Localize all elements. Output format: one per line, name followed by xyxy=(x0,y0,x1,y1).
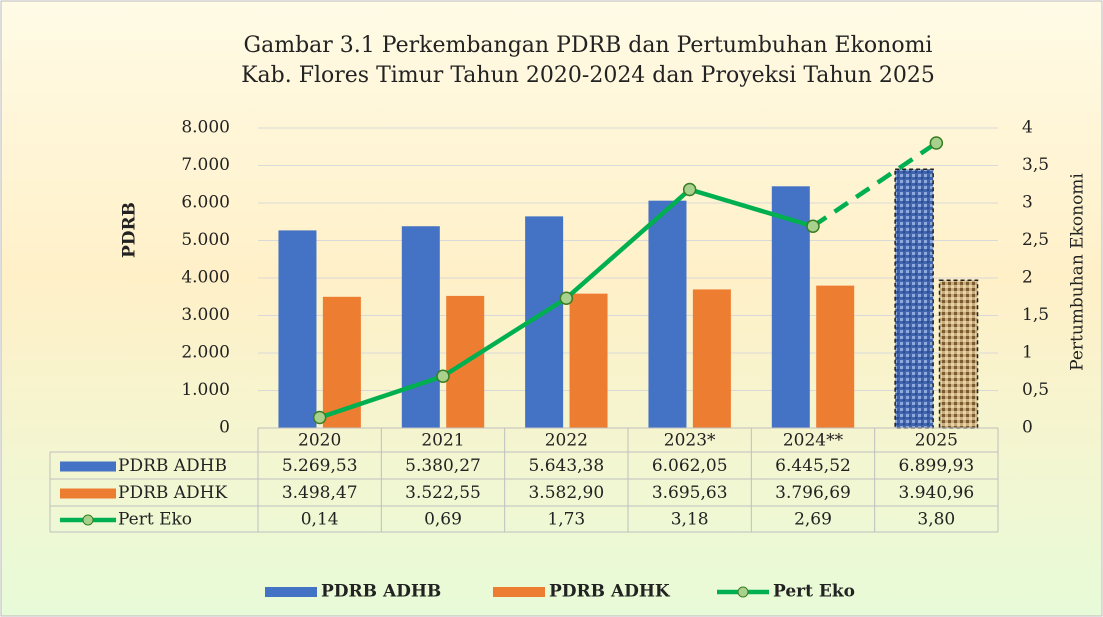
x-tick-label: 2025 xyxy=(915,431,958,451)
legend-key xyxy=(737,586,749,598)
y-tick-label: 6.000 xyxy=(181,193,230,213)
legend-key xyxy=(265,587,317,597)
bar xyxy=(278,230,317,428)
bar xyxy=(938,279,979,429)
y2-tick-label: 4 xyxy=(1022,118,1033,138)
table-row-label: PDRB ADHB xyxy=(118,456,227,476)
table-cell: 6.445,52 xyxy=(775,456,851,476)
bar xyxy=(771,186,810,428)
table-cell: 0,14 xyxy=(301,510,339,530)
y-tick-label: 0 xyxy=(219,418,230,438)
y2-tick-label: 1 xyxy=(1022,343,1033,363)
y2-tick-label: 1,5 xyxy=(1022,305,1049,325)
table-cell: 6.899,93 xyxy=(898,456,974,476)
legend-key xyxy=(493,587,545,597)
table-cell: 3.695,63 xyxy=(652,483,728,503)
y2-tick-label: 3,5 xyxy=(1022,155,1049,175)
line-marker xyxy=(806,219,820,233)
y-tick-label: 2.000 xyxy=(181,343,230,363)
legend-key xyxy=(82,514,94,526)
line-marker xyxy=(312,410,327,425)
legend-label: Pert Eko xyxy=(773,582,855,602)
chart-title: Kab. Flores Timur Tahun 2020-2024 dan Pr… xyxy=(241,63,935,88)
x-tick-label: 2021 xyxy=(421,431,464,451)
y-axis-label: PDRB xyxy=(120,202,140,258)
table-cell: 0,69 xyxy=(424,510,462,530)
legend-label: PDRB ADHB xyxy=(321,582,441,602)
line-marker xyxy=(929,136,944,150)
y-tick-label: 4.000 xyxy=(181,268,230,288)
x-tick-label: 2024** xyxy=(783,431,844,451)
line-marker xyxy=(682,182,697,197)
bar xyxy=(816,285,855,428)
table-cell: 2,69 xyxy=(794,510,832,530)
y2-tick-label: 2,5 xyxy=(1022,230,1049,250)
chart-title: Gambar 3.1 Perkembangan PDRB dan Pertumb… xyxy=(244,33,933,58)
table-cell: 1,73 xyxy=(547,510,585,530)
y2-tick-label: 0,5 xyxy=(1022,380,1049,400)
table-cell: 3.796,69 xyxy=(775,483,851,503)
table-cell: 5.380,27 xyxy=(405,456,481,476)
x-tick-label: 2023* xyxy=(664,431,716,451)
x-tick-label: 2022 xyxy=(545,431,588,451)
legend-key xyxy=(60,461,116,472)
y-tick-label: 5.000 xyxy=(181,230,230,250)
y-tick-label: 7.000 xyxy=(181,155,230,175)
table-cell: 3,18 xyxy=(671,510,709,530)
table-cell: 5.643,38 xyxy=(528,456,604,476)
bar xyxy=(569,293,608,428)
y2-axis-label: Pertumbuhan Ekonomi xyxy=(1068,173,1088,371)
bar xyxy=(692,289,731,428)
y2-tick-label: 0 xyxy=(1022,418,1033,438)
table-cell: 3.582,90 xyxy=(528,483,604,503)
bar xyxy=(401,226,440,428)
table-cell: 6.062,05 xyxy=(652,456,728,476)
table-cell: 5.269,53 xyxy=(282,456,358,476)
table-cell: 3.498,47 xyxy=(282,483,358,503)
table-row-label: PDRB ADHK xyxy=(118,483,227,503)
y2-tick-label: 3 xyxy=(1022,193,1033,213)
line-marker xyxy=(559,291,574,305)
y-tick-label: 8.000 xyxy=(181,118,230,138)
legend-key xyxy=(60,488,116,499)
bar xyxy=(894,168,934,429)
bar xyxy=(648,200,687,428)
y2-tick-label: 2 xyxy=(1022,268,1033,288)
legend-label: PDRB ADHK xyxy=(549,582,671,602)
y-tick-label: 3.000 xyxy=(181,305,230,325)
y-tick-label: 1.000 xyxy=(181,380,230,400)
table-cell: 3,80 xyxy=(917,510,955,530)
table-cell: 3.522,55 xyxy=(405,483,481,503)
line-marker xyxy=(436,369,450,383)
table-row-label: Pert Eko xyxy=(118,510,192,530)
table-cell: 3.940,96 xyxy=(898,483,974,503)
x-tick-label: 2020 xyxy=(298,431,341,451)
